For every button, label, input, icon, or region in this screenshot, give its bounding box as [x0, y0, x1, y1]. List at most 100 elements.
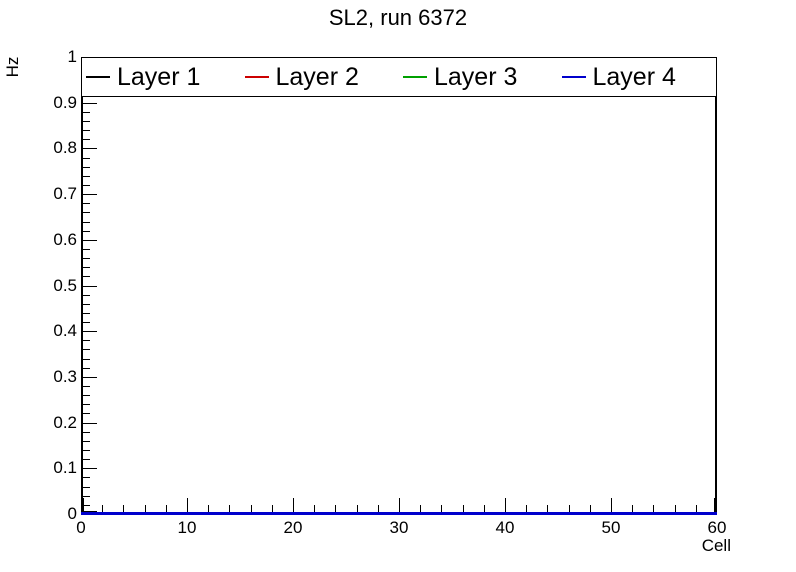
x-tick-label: 60 [707, 518, 727, 537]
y-minor-tick [83, 477, 90, 478]
legend-marker-layer-4 [561, 76, 586, 78]
x-major-tick [399, 498, 400, 512]
x-minor-tick [547, 505, 548, 512]
y-tick-label: 0.7 [53, 184, 77, 203]
y-minor-tick [83, 203, 90, 204]
x-minor-tick [653, 505, 654, 512]
x-major-tick [293, 498, 294, 512]
x-tick-label: 10 [177, 518, 197, 537]
x-tick-label: 50 [601, 518, 621, 537]
x-major-tick [714, 498, 715, 512]
y-major-tick [83, 377, 97, 378]
y-minor-tick [83, 368, 90, 369]
y-minor-tick [83, 176, 90, 177]
x-minor-tick [229, 505, 230, 512]
y-tick-label: 0.8 [53, 138, 77, 157]
y-tick-label: 0 [67, 504, 77, 523]
x-major-tick [187, 498, 188, 512]
x-minor-tick [590, 505, 591, 512]
y-minor-tick [83, 322, 90, 323]
y-minor-tick [83, 505, 90, 506]
legend-marker-layer-2 [244, 76, 269, 78]
x-minor-tick [526, 505, 527, 512]
x-tick-label: 0 [76, 518, 86, 537]
x-minor-tick [569, 505, 570, 512]
y-minor-tick [83, 222, 90, 223]
y-major-tick [83, 511, 97, 512]
x-axis-title: Cell [701, 536, 731, 555]
y-major-tick [83, 286, 97, 287]
y-major-tick [83, 423, 97, 424]
x-tick-label: 30 [389, 518, 409, 537]
x-minor-tick [696, 505, 697, 512]
x-minor-tick [441, 505, 442, 512]
legend-marker-layer-1 [86, 76, 110, 78]
y-minor-tick [83, 413, 90, 414]
y-major-tick [83, 148, 97, 149]
y-minor-tick [83, 359, 90, 360]
x-minor-tick [314, 505, 315, 512]
y-minor-tick [83, 450, 90, 451]
x-major-tick [83, 498, 84, 512]
x-minor-tick [272, 505, 273, 512]
y-minor-tick [83, 167, 90, 168]
y-minor-tick [83, 404, 90, 405]
y-minor-tick [83, 395, 90, 396]
y-minor-tick [83, 258, 90, 259]
legend-entry: Layer 2 [241, 58, 400, 96]
plot-frame [81, 57, 717, 514]
y-axis-title: Hz [3, 56, 22, 78]
legend-label: Layer 3 [434, 62, 518, 91]
y-minor-tick [83, 496, 90, 497]
x-minor-tick [251, 505, 252, 512]
x-minor-tick [378, 505, 379, 512]
legend-marker-layer-3 [403, 76, 427, 78]
y-minor-tick [83, 212, 90, 213]
x-minor-tick [484, 505, 485, 512]
x-minor-tick [463, 505, 464, 512]
y-minor-tick [83, 304, 90, 305]
y-minor-tick [83, 276, 90, 277]
chart-title: SL2, run 6372 [328, 5, 468, 30]
y-tick-label: 0.3 [53, 367, 77, 386]
y-minor-tick [83, 313, 90, 314]
series-line-layer-4 [81, 512, 717, 515]
legend-label: Layer 2 [275, 62, 359, 91]
y-major-tick [83, 194, 97, 195]
x-minor-tick [166, 505, 167, 512]
x-minor-tick [335, 505, 336, 512]
legend-label: Layer 4 [592, 62, 676, 91]
y-tick-label: 0.2 [53, 413, 77, 432]
y-minor-tick [83, 185, 90, 186]
y-minor-tick [83, 441, 90, 442]
legend-entry: Layer 3 [399, 58, 558, 96]
y-minor-tick [83, 295, 90, 296]
x-minor-tick [420, 505, 421, 512]
y-minor-tick [83, 130, 90, 131]
x-minor-tick [123, 505, 124, 512]
x-minor-tick [145, 505, 146, 512]
y-tick-label: 1 [67, 47, 77, 66]
y-major-tick [83, 240, 97, 241]
y-minor-tick [83, 249, 90, 250]
y-tick-label: 0.4 [53, 321, 77, 340]
x-major-tick [611, 498, 612, 512]
legend-label: Layer 1 [117, 62, 201, 91]
y-tick-label: 0.9 [53, 93, 77, 112]
legend-entry: Layer 1 [82, 58, 241, 96]
y-major-tick [83, 103, 97, 104]
y-tick-label: 0.5 [53, 276, 77, 295]
y-minor-tick [83, 112, 90, 113]
y-minor-tick [83, 340, 90, 341]
x-minor-tick [102, 505, 103, 512]
y-minor-tick [83, 267, 90, 268]
y-minor-tick [83, 487, 90, 488]
x-tick-label: 20 [283, 518, 303, 537]
x-minor-tick [675, 505, 676, 512]
x-minor-tick [208, 505, 209, 512]
x-minor-tick [357, 505, 358, 512]
y-minor-tick [83, 121, 90, 122]
y-minor-tick [83, 349, 90, 350]
x-major-tick [505, 498, 506, 512]
